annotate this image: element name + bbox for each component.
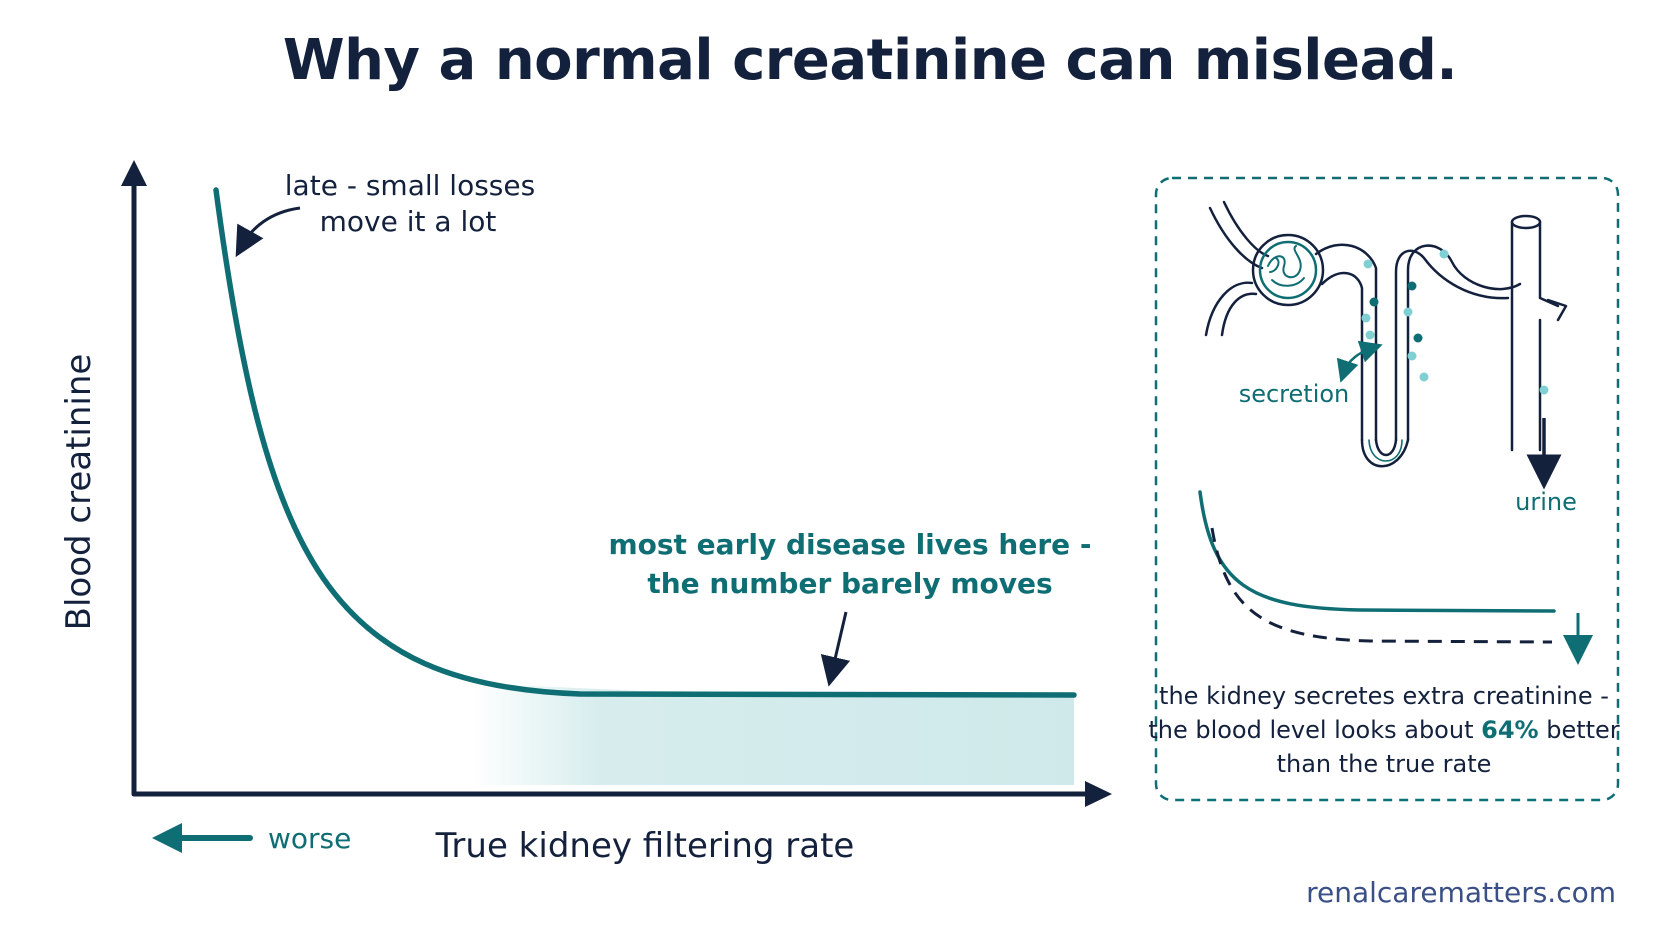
inset-caption-line3: than the true rate	[1277, 750, 1492, 778]
secretion-arrow	[1336, 340, 1383, 383]
caption-highlight-percent: 64%	[1481, 716, 1538, 744]
inset-true-curve	[1210, 527, 1553, 644]
early-disease-shade	[470, 683, 1074, 785]
page-title: Why a normal creatinine can mislead.	[282, 28, 1458, 93]
annotation-late-line1: late - small losses	[285, 169, 535, 202]
worse-direction-arrow	[152, 823, 253, 853]
inset-caption-line1: the kidney secretes extra creatinine -	[1159, 682, 1609, 710]
x-axis-label: True kidney filtering rate	[435, 826, 855, 866]
annotation-early-arrow	[820, 611, 851, 687]
worse-label: worse	[268, 822, 351, 855]
annotation-late-line2: move it a lot	[320, 205, 497, 238]
caption-line2-pre: the blood level looks about	[1148, 716, 1481, 744]
inset-caption-line2: the blood level looks about 64% better	[1148, 716, 1619, 744]
inset-panel	[1154, 176, 1620, 802]
chart-axes	[121, 160, 1112, 807]
y-axis-label: Blood creatinine	[59, 354, 99, 631]
urine-label: urine	[1515, 488, 1577, 516]
caption-line2-post: better	[1539, 716, 1620, 744]
annotation-late-arrow	[235, 206, 301, 258]
secretion-label: secretion	[1239, 380, 1350, 408]
inset-measured-curve	[1198, 490, 1556, 613]
annotation-early-line1: most early disease lives here -	[608, 528, 1091, 561]
footer-url: renalcarematters.com	[1306, 876, 1616, 909]
creatinine-dots	[1361, 249, 1549, 395]
creatinine-curve	[213, 187, 1077, 698]
nephron-illustration	[1204, 200, 1568, 468]
annotation-early-line2: the number barely moves	[647, 567, 1052, 600]
